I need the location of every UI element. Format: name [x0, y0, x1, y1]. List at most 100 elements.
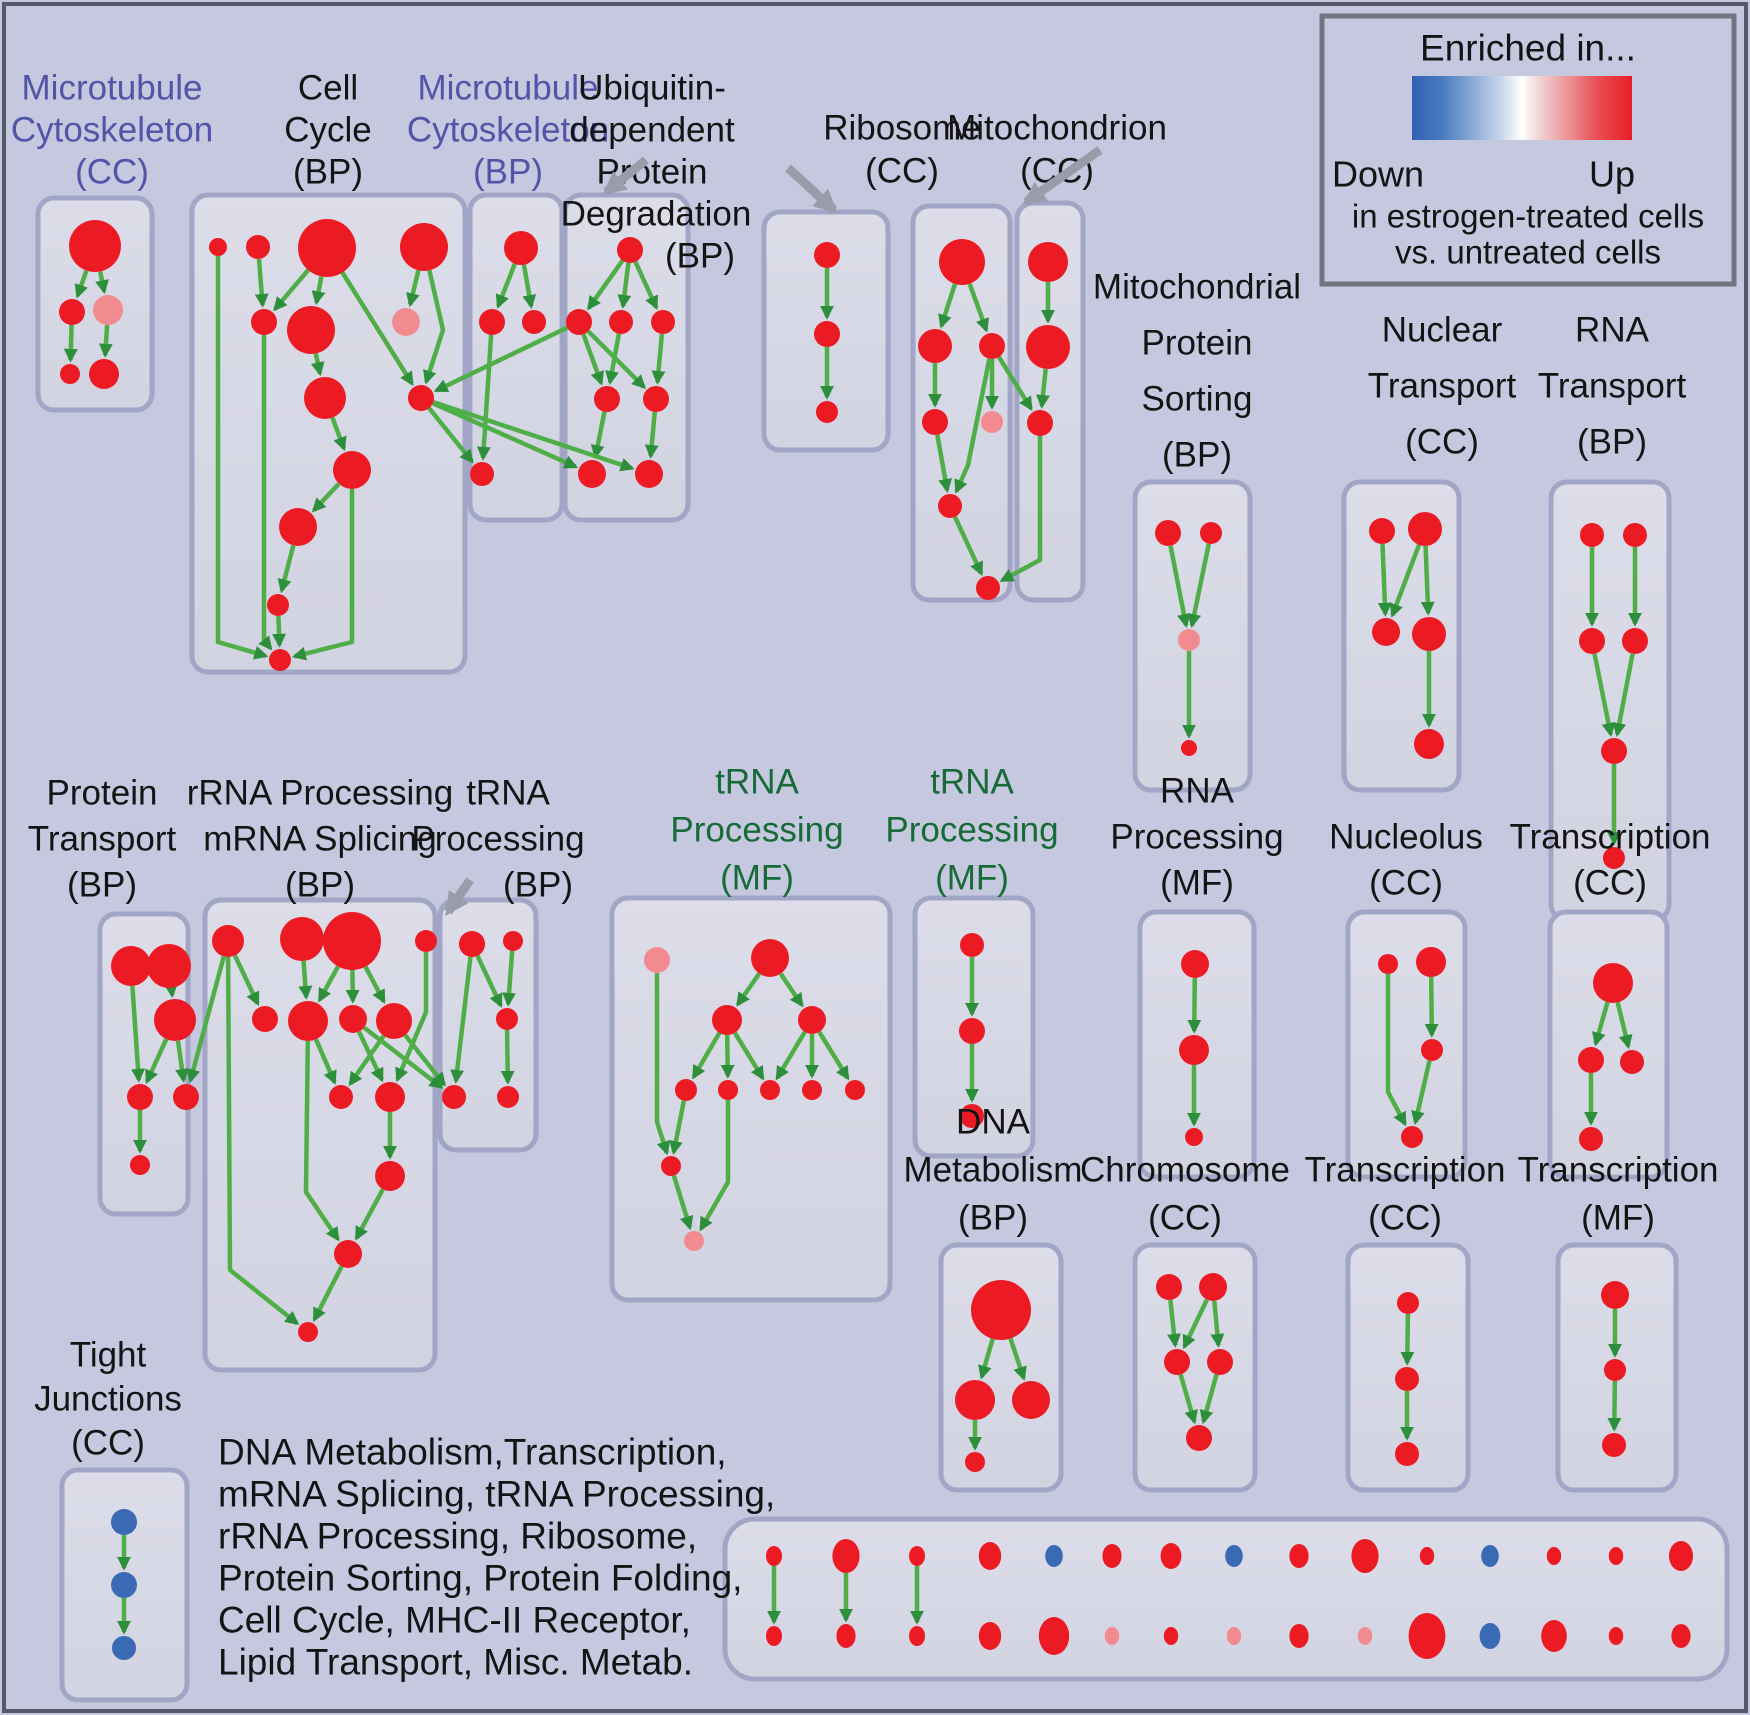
- graph-node: [814, 242, 840, 268]
- cluster-box-chromosome-cc: [1132, 1242, 1258, 1493]
- graph-node: [965, 1452, 985, 1472]
- graph-edge: [363, 965, 386, 1004]
- cluster-label-protein-transport-bp: Protein: [47, 774, 158, 813]
- graph-node: [1401, 1126, 1423, 1148]
- cluster-label-trna-processing-mf-2: (MF): [935, 859, 1009, 898]
- graph-node: [504, 231, 538, 265]
- graph-edge: [1377, 543, 1392, 617]
- graph-edge: [1199, 1373, 1219, 1425]
- graph-node: [684, 1231, 704, 1251]
- graph-node: [267, 594, 289, 616]
- cluster-box-rrna-processing-mrna-splicing-bp: [202, 897, 438, 1373]
- cluster-label-transcription-cc-1: Transcription: [1510, 818, 1711, 857]
- graph-node: [1038, 1617, 1070, 1655]
- graph-node: [978, 1622, 1002, 1650]
- graph-node: [644, 947, 670, 973]
- graph-node: [1604, 1359, 1626, 1381]
- cluster-label-tight-junctions-cc: Junctions: [34, 1380, 182, 1419]
- graph-edge: [590, 411, 607, 460]
- graph-edge: [1036, 368, 1050, 409]
- cluster-label-rna-processing-mf: (MF): [1160, 864, 1234, 903]
- cluster-label-ubiquitin-degradation-bp: dependent: [569, 111, 735, 150]
- graph-node: [479, 309, 505, 335]
- graph-edge: [1182, 1298, 1209, 1350]
- graph-node: [154, 999, 196, 1041]
- cluster-label-rna-transport-bp: (BP): [1577, 423, 1647, 462]
- graph-node: [1179, 1035, 1209, 1065]
- graph-node: [1608, 1547, 1624, 1565]
- annotation-line: rRNA Processing, Ribosome,: [218, 1516, 697, 1557]
- cluster-label-cell-cycle-bp: (BP): [293, 153, 363, 192]
- graph-node: [1289, 1544, 1309, 1568]
- graph-node: [1623, 523, 1647, 547]
- cluster-label-dna-metabolism-bp: Metabolism: [904, 1151, 1083, 1190]
- graph-edge: [272, 615, 287, 648]
- graph-edge: [775, 1030, 807, 1081]
- graph-node: [288, 1001, 328, 1041]
- graph-node: [400, 223, 448, 271]
- cluster-label-trna-processing-bp: tRNA: [466, 774, 550, 813]
- cluster-label-rrna-processing-mrna-splicing-bp: mRNA Splicing: [203, 820, 436, 859]
- annotation-line: DNA Metabolism,Transcription,: [218, 1432, 727, 1473]
- graph-node: [832, 1539, 860, 1573]
- cluster-label-microtubule-cytoskeleton-cc: Microtubule: [22, 69, 203, 108]
- graph-node: [503, 931, 523, 951]
- graph-node: [661, 1156, 681, 1176]
- cluster-box-ubiquitin-degradation-bp: [562, 192, 691, 523]
- cluster-label-mitochondrial-protein-sorting-bp: Protein: [1142, 324, 1253, 363]
- graph-edge: [1008, 1337, 1027, 1381]
- cluster-label-transcription-cc-2: (CC): [1368, 1199, 1442, 1238]
- cluster-box-dna-metabolism-bp: [938, 1242, 1064, 1493]
- graph-edge: [98, 324, 113, 358]
- graph-node: [635, 460, 663, 488]
- graph-node: [1012, 1381, 1050, 1419]
- cluster-label-nucleolus-cc: (CC): [1369, 864, 1443, 903]
- graph-node: [643, 386, 669, 412]
- graph-node: [375, 1161, 405, 1191]
- graph-node: [981, 411, 1003, 433]
- graph-node: [246, 235, 270, 259]
- cluster-label-cell-cycle-bp: Cycle: [284, 111, 372, 150]
- graph-node: [279, 508, 317, 546]
- graph-node: [651, 310, 675, 334]
- graph-node: [111, 1572, 137, 1598]
- graph-edge: [1592, 1001, 1610, 1047]
- graph-node: [1164, 1349, 1190, 1375]
- graph-node: [339, 1005, 367, 1033]
- graph-node: [760, 1080, 780, 1100]
- graph-node: [971, 1280, 1031, 1340]
- graph-node: [845, 1080, 865, 1100]
- cluster-label-rrna-processing-mrna-splicing-bp: (BP): [285, 866, 355, 905]
- graph-edge: [310, 353, 325, 377]
- graph-edge: [423, 269, 446, 385]
- graph-node: [1104, 1627, 1120, 1645]
- graph-edge: [651, 333, 666, 385]
- graph-edge: [1592, 653, 1616, 738]
- graph-node: [1163, 1627, 1179, 1645]
- graph-node: [1580, 523, 1604, 547]
- graph-edge: [778, 972, 804, 1008]
- graph-edge: [312, 1265, 344, 1322]
- graph-node: [59, 299, 85, 325]
- graph-edge: [1607, 1380, 1622, 1432]
- graph-node: [1155, 520, 1181, 546]
- graph-node: [1416, 947, 1446, 977]
- graph-node: [978, 1542, 1002, 1570]
- graph-edge: [1210, 1300, 1225, 1348]
- graph-node: [251, 309, 277, 335]
- cluster-label-trna-processing-bp: (BP): [503, 866, 573, 905]
- graph-node: [522, 310, 546, 334]
- cluster-label-nuclear-transport-cc: Transport: [1368, 367, 1517, 406]
- graph-node: [408, 385, 434, 411]
- cluster-label-microtubule-cytoskeleton-cc: (CC): [75, 153, 149, 192]
- graph-node: [1546, 1547, 1562, 1565]
- graph-node: [1028, 242, 1068, 282]
- cluster-label-protein-transport-bp: Transport: [28, 820, 177, 859]
- graph-edge: [633, 260, 659, 311]
- legend-subtitle-2: vs. untreated cells: [1395, 234, 1661, 271]
- graph-edge: [313, 1038, 337, 1085]
- graph-edge: [406, 269, 421, 308]
- graph-edge: [215, 256, 269, 660]
- graph-node: [1199, 1273, 1227, 1301]
